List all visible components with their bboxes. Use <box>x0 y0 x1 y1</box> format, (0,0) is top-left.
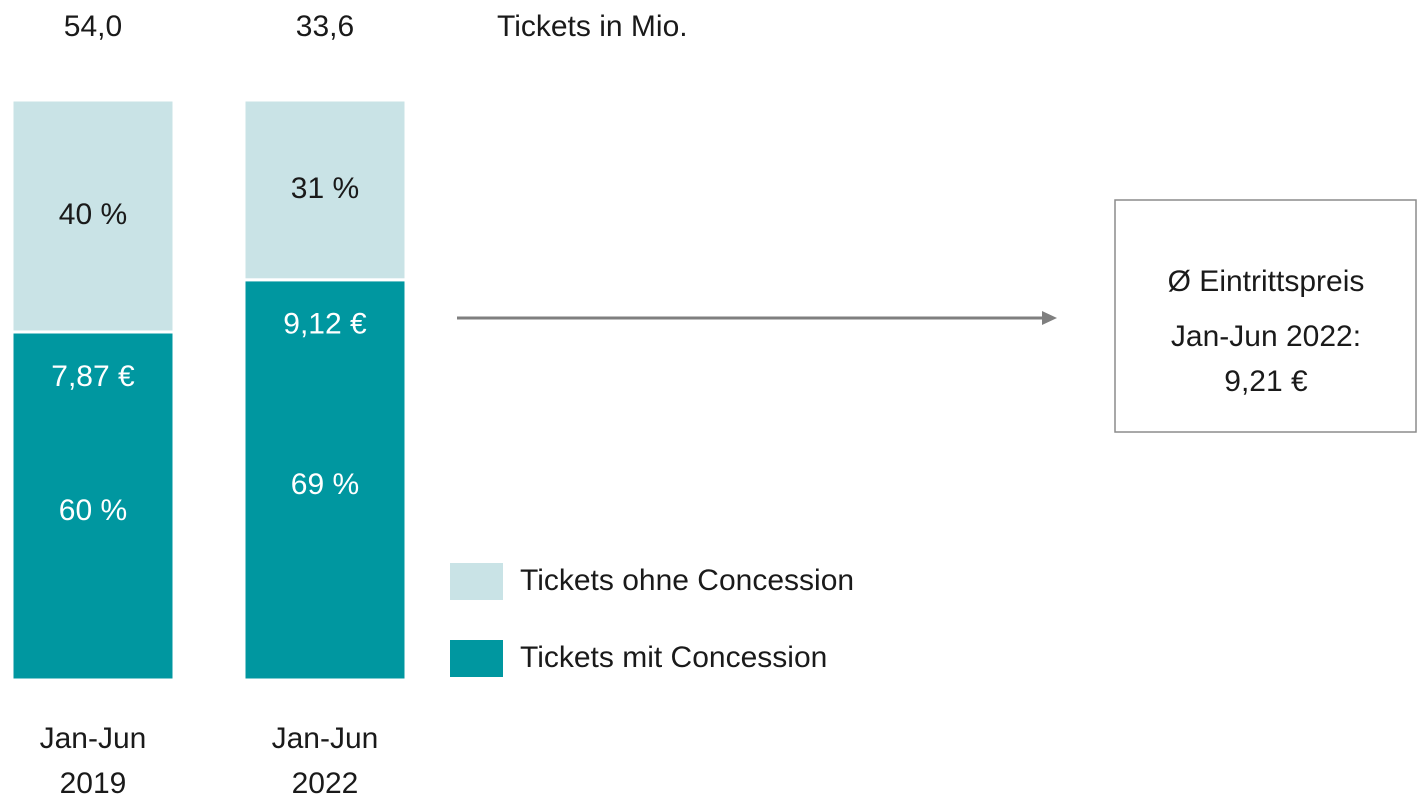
legend-swatch <box>450 563 503 600</box>
price-label: 9,12 € <box>283 308 367 341</box>
bar-segment <box>242 278 408 682</box>
bar-segment <box>10 98 176 334</box>
unit-label: Tickets in Mio. <box>497 10 688 43</box>
legend-label: Tickets mit Concession <box>520 641 827 674</box>
segment-label: 31 % <box>291 172 359 205</box>
annotation-value: 9,21 € <box>1224 365 1308 398</box>
segment-label: 69 % <box>291 468 359 501</box>
x-tick-label: Jan-Jun 2019 <box>40 722 147 800</box>
annotation-line: Ø Eintrittspreis <box>1168 265 1365 298</box>
segment-label: 40 % <box>59 198 127 231</box>
annotation-line: Jan-Jun 2022: <box>1171 320 1361 353</box>
bar-segment <box>242 98 408 282</box>
segment-label: 60 % <box>59 494 127 527</box>
x-tick-label: Jan-Jun 2022 <box>272 722 379 800</box>
total-label: 33,6 <box>296 10 354 43</box>
arrow-head <box>1042 311 1057 325</box>
price-label: 7,87 € <box>51 360 135 393</box>
bar-segment <box>10 330 176 682</box>
legend-label: Tickets ohne Concession <box>520 564 854 597</box>
legend-swatch <box>450 640 503 677</box>
total-label: 54,0 <box>64 10 122 43</box>
annotation-box <box>1114 199 1417 433</box>
